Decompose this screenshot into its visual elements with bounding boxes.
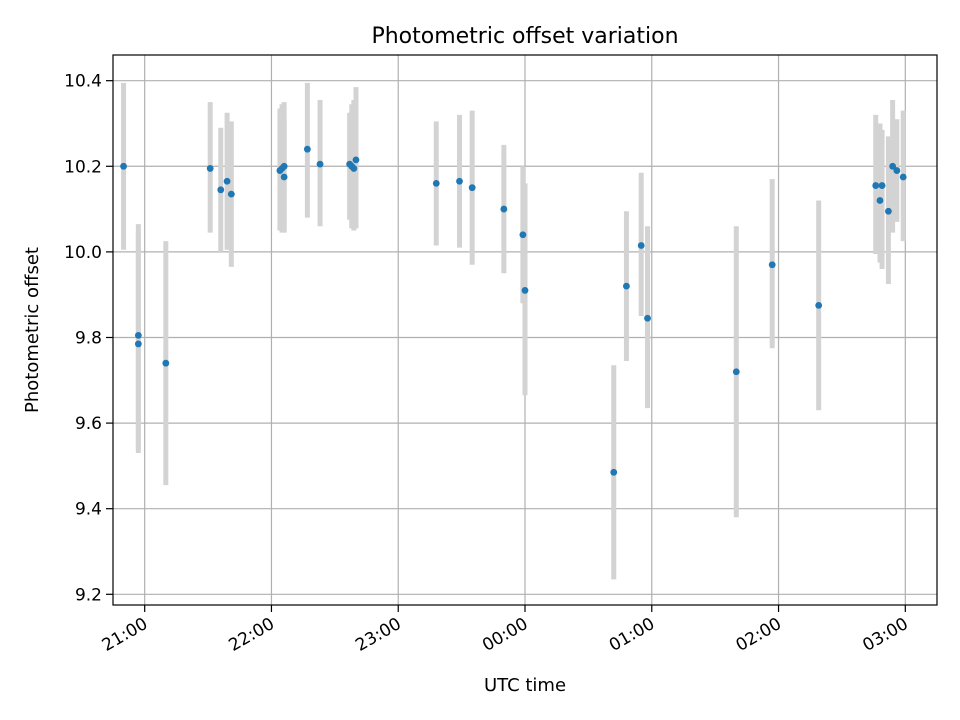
data-point [521, 287, 529, 294]
data-point [644, 314, 651, 322]
data-point [768, 261, 776, 269]
data-point [162, 359, 170, 367]
data-point [456, 177, 463, 185]
data-point [352, 156, 360, 164]
data-point [623, 282, 630, 290]
y-tick-label: 9.8 [75, 328, 102, 348]
data-point [134, 331, 142, 339]
y-tick-label: 10.4 [64, 72, 102, 92]
data-point [610, 468, 618, 476]
data-point [893, 167, 901, 174]
data-point [872, 182, 880, 189]
data-point [637, 242, 645, 249]
y-tick-label: 10.0 [64, 243, 102, 263]
data-point [468, 184, 476, 192]
data-point [432, 180, 440, 187]
data-point [223, 177, 231, 185]
data-points [120, 145, 907, 476]
data-point [227, 190, 235, 198]
data-point [134, 340, 142, 348]
y-tick-label: 9.4 [75, 500, 102, 520]
data-point [732, 368, 740, 376]
data-point [885, 207, 892, 215]
y-tick-label: 10.2 [64, 157, 102, 177]
data-point [876, 197, 884, 204]
data-point [899, 173, 907, 181]
chart-title: Photometric offset variation [371, 24, 678, 49]
data-point [217, 186, 225, 194]
data-point [303, 145, 311, 153]
data-point [316, 160, 324, 168]
data-point [815, 301, 823, 309]
data-point [280, 162, 288, 170]
data-point [280, 173, 288, 181]
data-point [519, 231, 527, 239]
data-point [350, 165, 358, 172]
data-point [889, 162, 897, 170]
y-axis-label: Photometric offset [22, 247, 43, 413]
data-point [206, 165, 214, 172]
data-point [878, 182, 886, 189]
x-axis-label: UTC time [484, 675, 566, 696]
y-tick-label: 9.2 [75, 585, 102, 605]
y-axis-ticks: 9.2 9.4 9.6 9.8 10.0 10.2 10.4 [64, 72, 113, 605]
y-tick-label: 9.6 [75, 414, 102, 434]
data-point [120, 162, 127, 170]
data-point [500, 205, 508, 213]
